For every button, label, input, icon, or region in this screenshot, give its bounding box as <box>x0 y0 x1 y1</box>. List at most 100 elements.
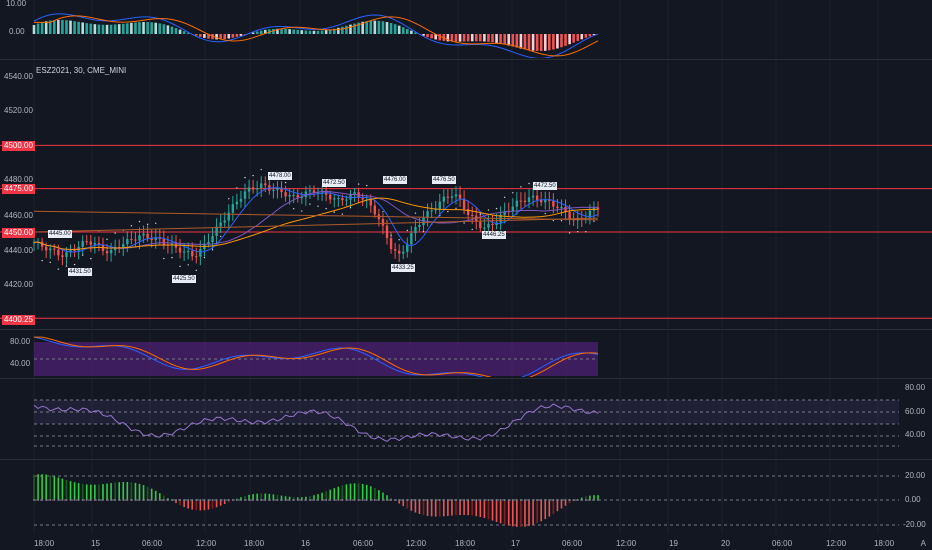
parabolic-sar-dot <box>455 207 457 209</box>
zero-cross-dot <box>53 499 56 501</box>
time-axis[interactable]: 18:00 15 06:00 12:00 18:00 16 06:00 12:0… <box>0 535 932 550</box>
zero-cross-dot <box>122 499 125 501</box>
rsi-pane[interactable]: 80.00 60.00 40.00 <box>0 379 932 458</box>
candle-body <box>219 222 222 227</box>
zero-cross-dot <box>459 499 462 501</box>
zero-cross-dot <box>207 499 210 501</box>
macd-histogram-bar <box>162 24 166 34</box>
parabolic-sar-dot <box>512 192 514 194</box>
time-axis-label: 20 <box>721 539 730 548</box>
candle-body <box>462 198 466 210</box>
price-axis-label: 4480.00 <box>4 175 33 184</box>
level-price-tag[interactable]: 4500.00 <box>2 141 35 151</box>
price-pane[interactable]: ESZ2021, 30, CME_MINI 4540.00 4520.00 44… <box>0 60 932 328</box>
price-axis-label: 4420.00 <box>4 280 33 289</box>
macd-histogram-bar <box>121 23 125 34</box>
moving-average-line <box>33 197 599 250</box>
zero-cross-dot <box>280 499 283 501</box>
parabolic-sar-dot <box>366 184 368 187</box>
price-annotation: 4472.50 <box>322 179 346 187</box>
parabolic-sar-dot <box>593 220 595 222</box>
parabolic-sar-dot <box>57 268 60 270</box>
parabolic-sar-dot <box>41 259 43 262</box>
candle-body <box>276 187 279 190</box>
time-axis-label: 18:00 <box>34 539 55 548</box>
macd-histogram-bar <box>341 26 344 34</box>
zero-cross-dot <box>272 499 275 501</box>
zero-cross-dot <box>381 499 384 501</box>
zero-cross-dot <box>357 499 360 501</box>
zero-cross-dot <box>373 499 376 501</box>
zero-cross-dot <box>215 499 218 501</box>
zero-cross-dot <box>219 499 222 501</box>
parabolic-sar-dot <box>398 239 400 241</box>
candle-body <box>556 206 559 209</box>
macd-signal-line <box>34 15 599 57</box>
pane-separator[interactable] <box>0 378 932 379</box>
candle-body <box>353 192 356 194</box>
zero-cross-dot <box>146 499 149 501</box>
candle-body <box>544 199 547 203</box>
zero-cross-dot <box>426 499 429 501</box>
zero-cross-dot <box>191 499 194 501</box>
zero-cross-dot <box>118 499 121 501</box>
parabolic-sar-dot <box>179 265 181 268</box>
auto-scale-button[interactable]: A <box>920 539 926 548</box>
price-axis-label: 4540.00 <box>4 72 33 81</box>
macd-histogram-bar <box>255 31 259 34</box>
candle-body <box>178 247 182 253</box>
parabolic-sar-dot <box>471 228 473 231</box>
macd-histogram-bar <box>462 34 466 42</box>
level-price-tag[interactable]: 4475.00 <box>2 184 35 194</box>
parabolic-sar-dot <box>244 176 246 179</box>
macd-histogram-bar <box>531 34 535 51</box>
osc-pane[interactable]: 20.00 0.00 -20.00 <box>0 460 932 534</box>
zero-cross-dot <box>341 499 344 501</box>
zero-cross-dot <box>515 499 518 501</box>
zero-cross-dot <box>548 499 551 501</box>
zero-cross-dot <box>183 499 186 501</box>
candle-body <box>527 197 531 202</box>
parabolic-sar-dot <box>260 168 262 171</box>
zero-cross-dot <box>333 499 336 501</box>
macd-histogram-bar <box>369 20 373 34</box>
macd-histogram-bar <box>397 25 401 34</box>
candle-body <box>329 194 332 200</box>
pane-separator[interactable] <box>0 59 932 60</box>
candle-body <box>118 246 121 248</box>
parabolic-sar-dot <box>495 207 498 210</box>
macd-histogram-bar <box>32 24 36 34</box>
zero-cross-dot <box>256 499 259 501</box>
pane-separator[interactable] <box>0 459 932 460</box>
candle-body <box>568 211 571 220</box>
zero-cross-dot <box>260 499 263 501</box>
candle-body <box>73 249 76 251</box>
parabolic-sar-dot <box>138 220 141 223</box>
time-axis-label: 15 <box>91 539 100 548</box>
parabolic-sar-dot <box>236 187 238 189</box>
zero-cross-dot <box>471 499 474 501</box>
stoch-pane[interactable]: 80.00 40.00 <box>0 330 932 381</box>
candle-body <box>272 189 275 191</box>
macd-histogram-bar <box>312 30 316 34</box>
macd-histogram-bar <box>93 24 97 34</box>
pane-separator[interactable] <box>0 329 932 330</box>
macd-pane[interactable]: 10.00 0.00 <box>0 0 932 59</box>
rsi-axis-label: 60.00 <box>905 407 926 416</box>
stoch-axis-label: 40.00 <box>10 359 31 368</box>
parabolic-sar-dot <box>106 238 108 241</box>
macd-histogram-bar <box>345 25 348 34</box>
level-price-tag[interactable]: 4400.25 <box>2 315 35 325</box>
candle-body <box>450 196 454 198</box>
parabolic-sar-dot <box>463 222 465 224</box>
zero-cross-dot <box>235 499 238 501</box>
candle-body <box>260 183 263 189</box>
macd-histogram-bar <box>430 34 433 39</box>
parabolic-sar-dot <box>560 220 563 222</box>
macd-histogram-bar <box>543 34 547 51</box>
price-axis-label: 4460.00 <box>4 211 33 220</box>
zero-cross-dot <box>73 499 76 501</box>
price-annotation: 4446.25 <box>482 231 506 239</box>
parabolic-sar-dot <box>90 257 92 260</box>
level-price-tag[interactable]: 4450.00 <box>2 228 35 238</box>
